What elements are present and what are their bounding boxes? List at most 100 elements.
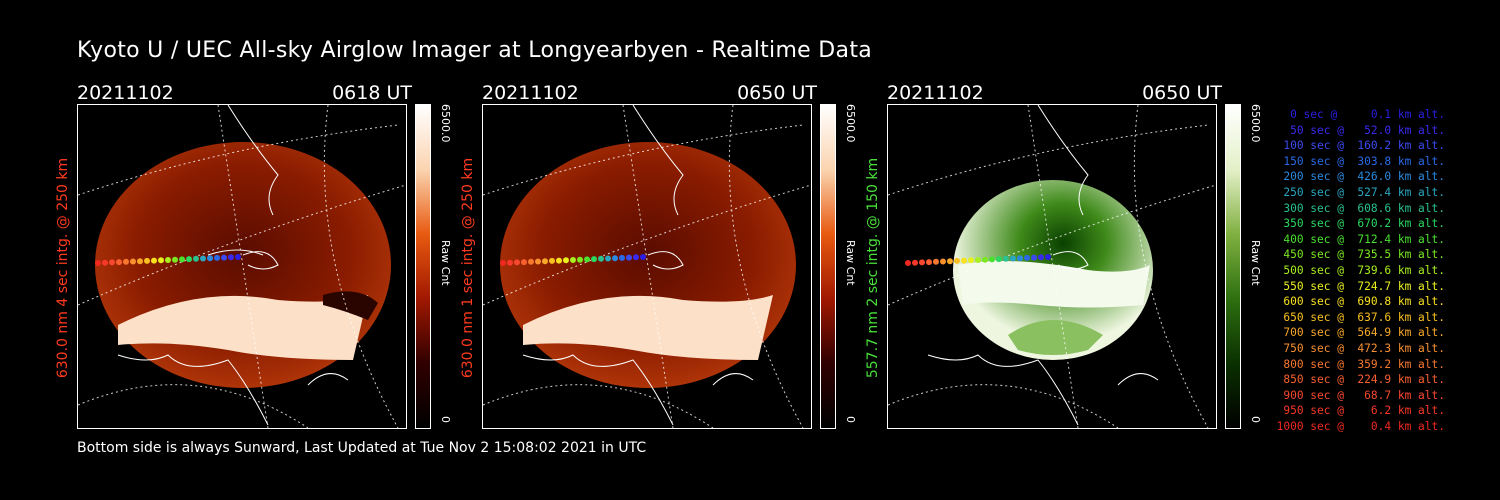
airglow-panel-1: 20211102 0618 UT 630.0 nm 4 sec intg. @ … xyxy=(55,80,497,440)
trajectory-dot xyxy=(961,257,967,264)
colorbar xyxy=(820,104,836,429)
trajectory-dot xyxy=(95,260,101,266)
trajectory-dot xyxy=(563,257,569,264)
grid-lines xyxy=(888,105,1216,428)
trajectory-dot xyxy=(521,259,527,266)
coastline xyxy=(927,105,1159,426)
trajectory-dots xyxy=(500,254,646,266)
legend-row: 850 sec @ 224.9 km alt. xyxy=(1276,373,1445,387)
airglow-panel-3: 20211102 0650 UT 557.7 nm 2 sec intg. @ … xyxy=(865,80,1307,440)
trajectory-dot xyxy=(1017,255,1023,262)
trajectory-dot xyxy=(919,259,925,266)
legend-row: 350 sec @ 670.2 km alt. xyxy=(1276,217,1445,231)
panel-time: 0618 UT xyxy=(332,82,412,104)
trajectory-dot xyxy=(612,255,618,262)
trajectory-dot xyxy=(982,256,988,263)
trajectory-dot xyxy=(500,260,506,266)
allsky-image-red xyxy=(483,105,811,428)
panel-wavelength-label: 630.0 nm 1 sec intg. @ 250 km xyxy=(460,157,476,379)
legend-row: 300 sec @ 608.6 km alt. xyxy=(1276,201,1445,215)
panel-date: 20211102 xyxy=(482,82,579,104)
trajectory-dot xyxy=(947,258,953,265)
legend-row: 450 sec @ 735.5 km alt. xyxy=(1276,248,1445,262)
trajectory-dot xyxy=(109,259,115,266)
trajectory-dot xyxy=(1045,254,1051,260)
allsky-image-frame xyxy=(77,104,407,429)
grid-lines xyxy=(483,105,811,428)
trajectory-dot xyxy=(235,254,241,260)
trajectory-dot xyxy=(591,256,597,263)
trajectory-dots xyxy=(95,254,241,266)
trajectory-dot xyxy=(165,257,171,263)
panel-date: 20211102 xyxy=(887,82,984,104)
trajectory-dot xyxy=(989,256,995,263)
legend-row: 550 sec @ 724.7 km alt. xyxy=(1276,279,1445,293)
trajectory-dot xyxy=(130,258,136,265)
aurora-band xyxy=(523,295,773,360)
trajectory-dot xyxy=(1003,255,1009,262)
trajectory-dot xyxy=(528,258,534,265)
trajectory-dot xyxy=(1024,254,1030,261)
trajectory-dot xyxy=(626,254,632,261)
legend-row: 400 sec @ 712.4 km alt. xyxy=(1276,232,1445,246)
trajectory-dot xyxy=(137,258,143,265)
allsky-image-frame xyxy=(887,104,1217,429)
legend-row: 500 sec @ 739.6 km alt. xyxy=(1276,263,1445,277)
trajectory-dot xyxy=(556,257,562,264)
colorbar-unit: Raw Cnt xyxy=(439,240,452,286)
page-title: Kyoto U / UEC All-sky Airglow Imager at … xyxy=(77,38,873,63)
trajectory-dot xyxy=(619,254,625,261)
trajectory-dot xyxy=(116,259,122,266)
trajectory-dot xyxy=(542,258,548,265)
legend-row: 950 sec @ 6.2 km alt. xyxy=(1276,404,1445,418)
trajectory-dot xyxy=(954,257,960,264)
trajectory-dot xyxy=(584,256,590,263)
panel-wavelength-label: 630.0 nm 4 sec intg. @ 250 km xyxy=(55,157,71,379)
aurora-band xyxy=(118,295,368,360)
trajectory-dot xyxy=(912,259,918,266)
trajectory-dot xyxy=(102,259,108,266)
legend-row: 750 sec @ 472.3 km alt. xyxy=(1276,341,1445,355)
trajectory-dot xyxy=(1010,255,1016,262)
trajectory-dot xyxy=(514,259,520,266)
trajectory-dot xyxy=(570,257,576,263)
trajectory-dot xyxy=(933,258,939,265)
trajectory-dot xyxy=(640,254,646,260)
legend-row: 700 sec @ 564.9 km alt. xyxy=(1276,326,1445,340)
trajectory-dot xyxy=(221,254,227,261)
coastline xyxy=(522,105,754,426)
trajectory-dot xyxy=(193,255,199,262)
trajectory-dot xyxy=(577,256,583,263)
legend-row: 50 sec @ 52.0 km alt. xyxy=(1276,123,1445,137)
trajectory-dot xyxy=(172,256,178,263)
legend-row: 900 sec @ 68.7 km alt. xyxy=(1276,388,1445,402)
legend-row: 1000 sec @ 0.4 km alt. xyxy=(1276,419,1445,433)
trajectory-dot xyxy=(200,255,206,262)
trajectory-dot xyxy=(968,257,974,264)
trajectory-dot xyxy=(605,255,611,262)
legend-row: 600 sec @ 690.8 km alt. xyxy=(1276,295,1445,309)
colorbar-max: 6500.0 xyxy=(844,104,857,143)
legend-row: 150 sec @ 303.8 km alt. xyxy=(1276,154,1445,168)
allsky-image-green xyxy=(888,105,1216,428)
legend-row: 800 sec @ 359.2 km alt. xyxy=(1276,357,1445,371)
panel-wavelength-label: 557.7 nm 2 sec intg. @ 150 km xyxy=(865,157,881,379)
trajectory-dot xyxy=(1038,254,1044,261)
trajectory-dot xyxy=(905,260,911,266)
trajectory-dot xyxy=(158,257,164,264)
colorbar-min: 0 xyxy=(844,416,857,423)
trajectory-dot xyxy=(207,255,213,262)
panel-time: 0650 UT xyxy=(737,82,817,104)
colorbar-max: 6500.0 xyxy=(439,104,452,143)
altitude-legend: 0 sec @ 0.1 km alt. 50 sec @ 52.0 km alt… xyxy=(1255,107,1445,434)
trajectory-dot xyxy=(598,255,604,262)
airglow-panel-2: 20211102 0650 UT 630.0 nm 1 sec intg. @ … xyxy=(460,80,902,440)
coastline xyxy=(117,105,349,426)
trajectory-dot xyxy=(1031,254,1037,261)
panel-date: 20211102 xyxy=(77,82,174,104)
trajectory-dot xyxy=(151,257,157,264)
panel-time: 0650 UT xyxy=(1142,82,1222,104)
trajectory-dots xyxy=(905,254,1051,266)
trajectory-dot xyxy=(228,254,234,261)
trajectory-dot xyxy=(633,254,639,261)
